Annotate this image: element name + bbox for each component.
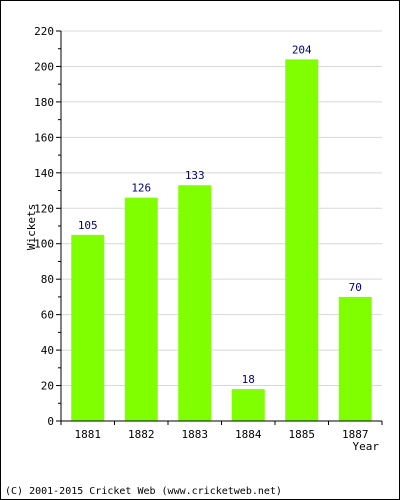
y-tick-label: 0	[47, 415, 54, 428]
y-axis-label: Wickets	[25, 204, 38, 250]
bar	[124, 197, 158, 421]
gridlines	[61, 30, 382, 387]
y-tick-label: 20	[41, 380, 54, 393]
x-axis-label: Year	[353, 440, 380, 453]
bar	[178, 185, 212, 421]
x-tick-label: 1883	[182, 428, 209, 441]
data-label: 18	[242, 373, 255, 386]
y-tick-label: 60	[41, 309, 54, 322]
bar	[231, 389, 265, 421]
y-tick-label: 180	[34, 96, 54, 109]
x-tick-label: 1881	[75, 428, 102, 441]
bars	[71, 59, 372, 421]
x-tick-label: 1882	[128, 428, 155, 441]
bar	[285, 59, 319, 421]
axes	[56, 30, 383, 425]
data-label: 70	[349, 281, 362, 294]
y-tick-label: 40	[41, 344, 54, 357]
y-tick-label: 160	[34, 131, 54, 144]
y-tick-label: 220	[34, 25, 54, 38]
bar	[71, 234, 105, 421]
copyright-footer: (C) 2001-2015 Cricket Web (www.cricketwe…	[5, 486, 282, 497]
data-label: 204	[292, 43, 312, 56]
x-tick-label: 1885	[289, 428, 316, 441]
y-tick-label: 140	[34, 167, 54, 180]
bar	[338, 296, 372, 421]
y-tick-label: 100	[34, 238, 54, 251]
labels: 0 20 40 60 80 100 120 140 160 180 200 220 105 1881 126…	[34, 25, 368, 441]
y-tick-label: 80	[41, 273, 54, 286]
data-label: 105	[78, 219, 98, 232]
y-tick-label: 200	[34, 60, 54, 73]
x-tick-label: 1884	[235, 428, 262, 441]
x-tick-label: 1887	[342, 428, 369, 441]
data-label: 126	[131, 182, 151, 195]
data-label: 133	[185, 169, 205, 182]
y-tick-label: 120	[34, 202, 54, 215]
